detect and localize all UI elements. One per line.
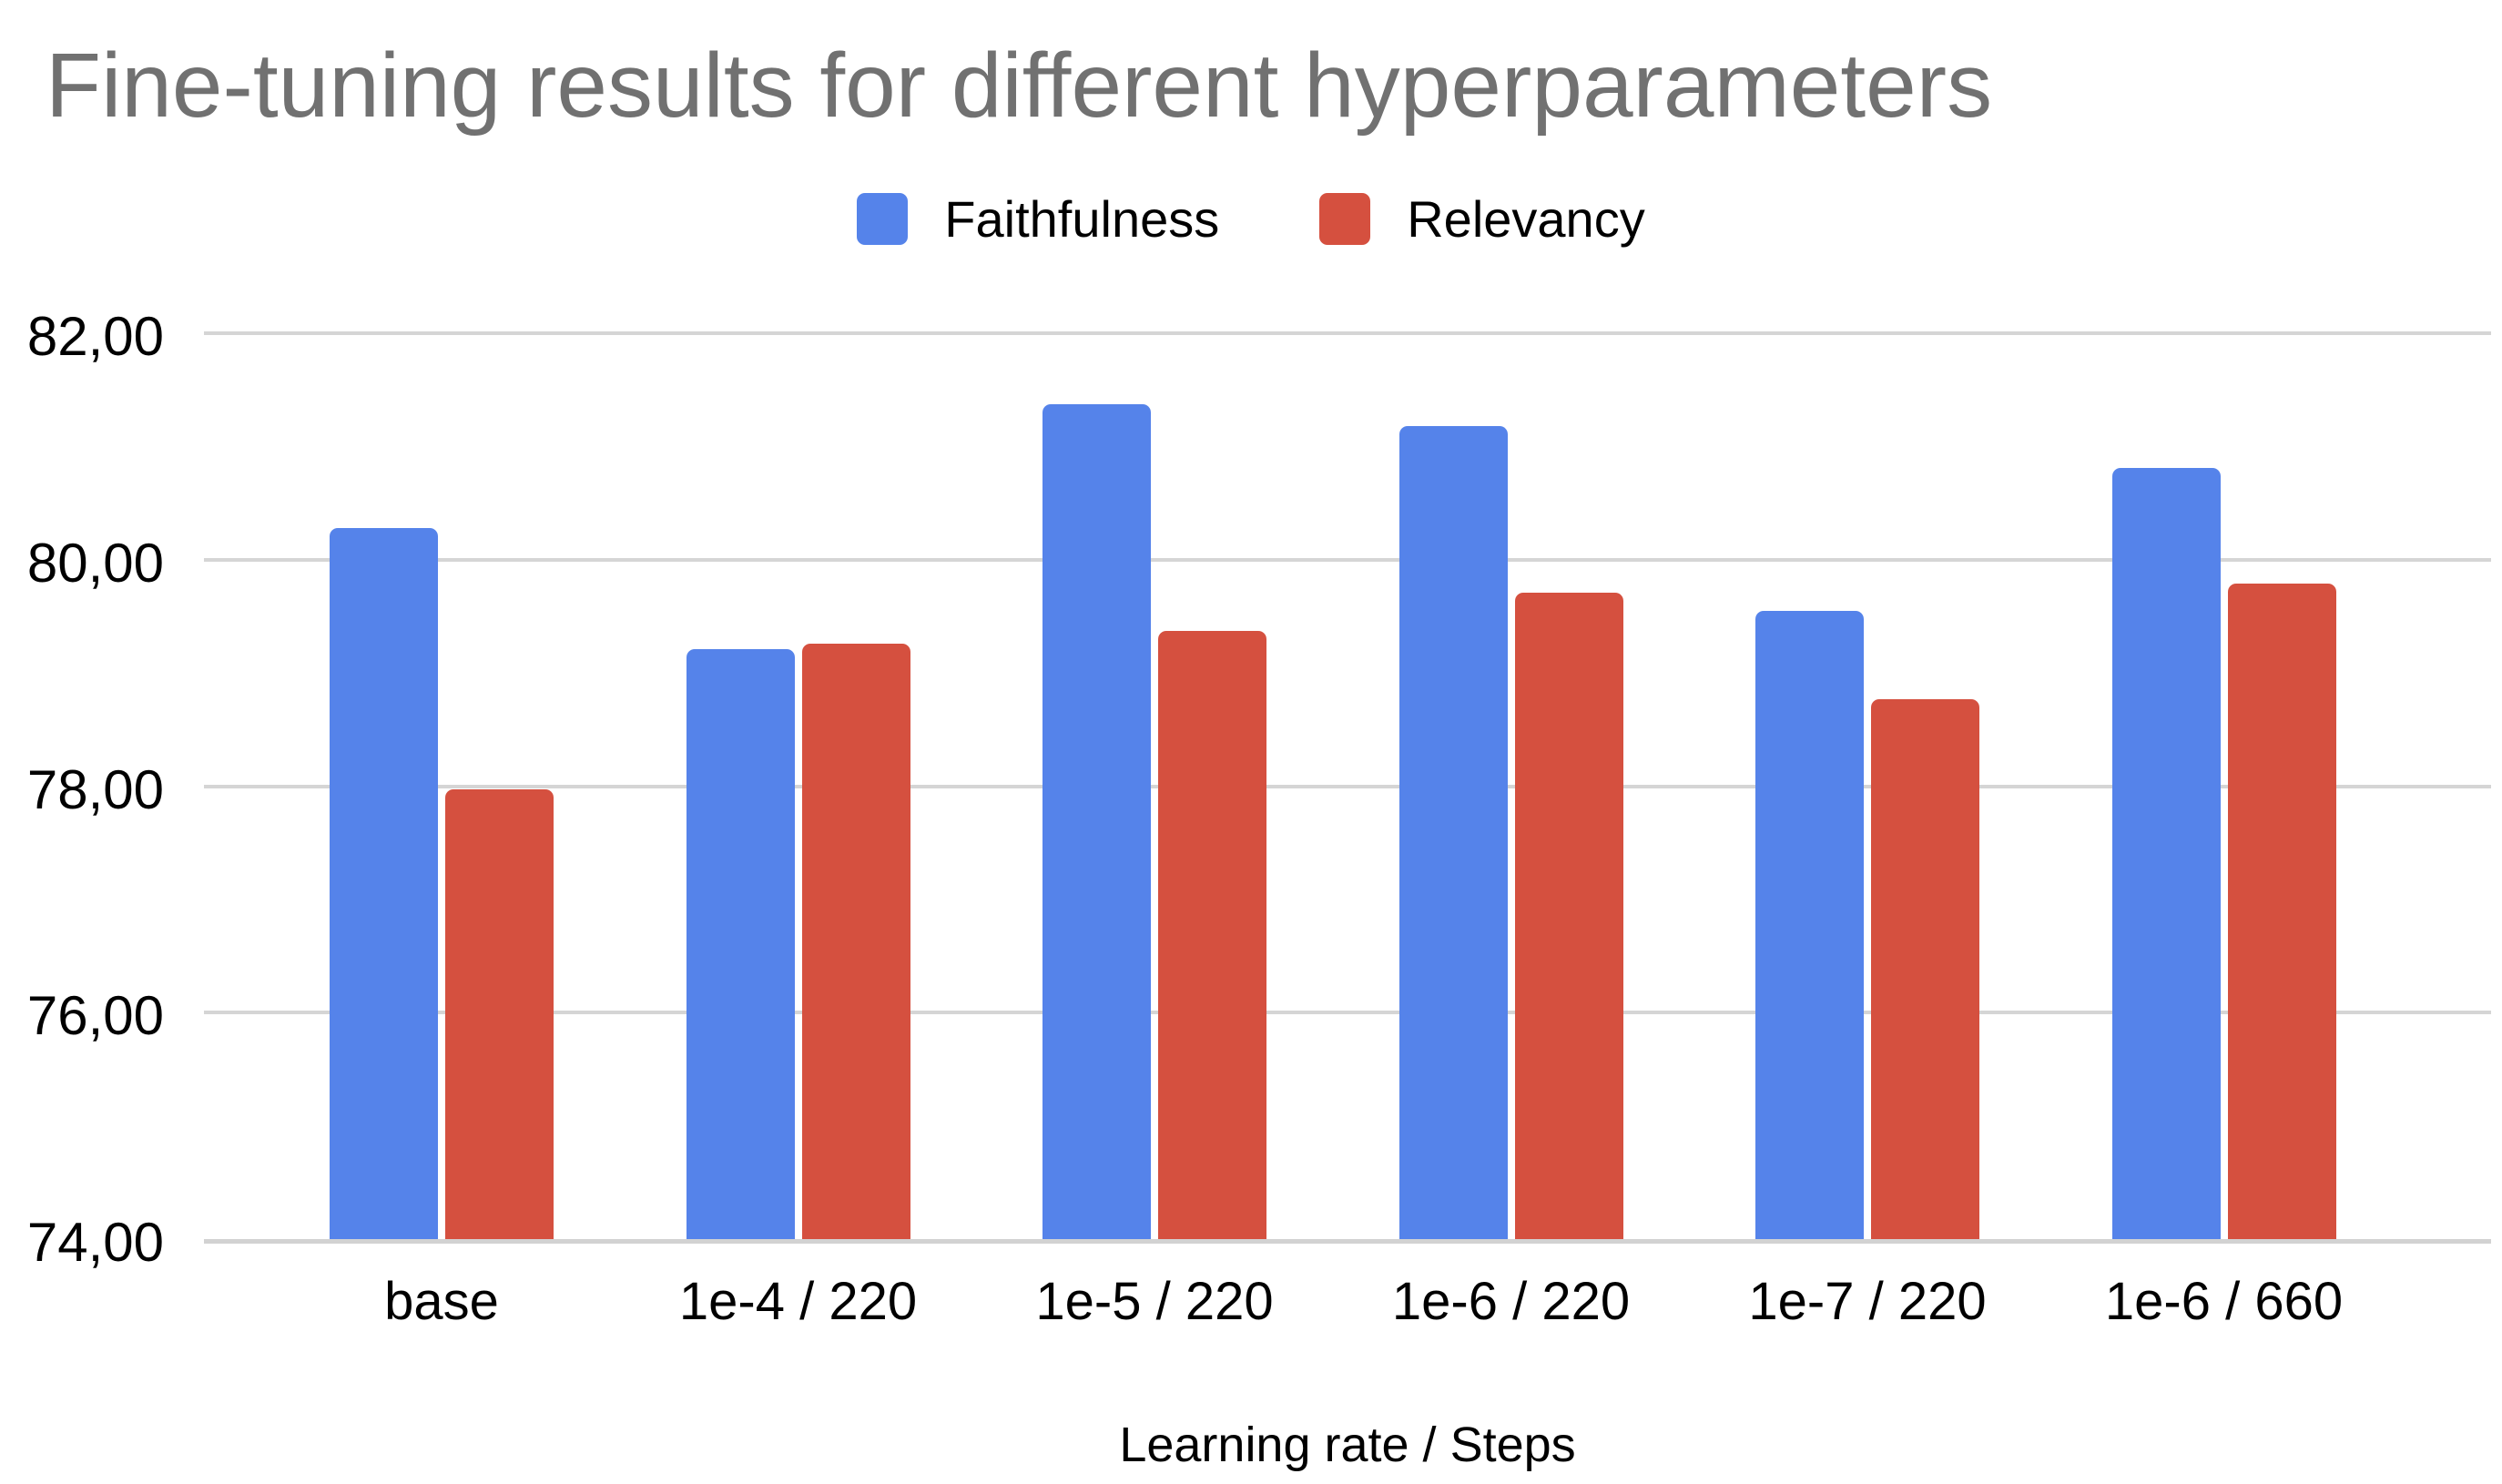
bar-relevancy-1e-7-220	[1871, 698, 1979, 1239]
chart-title: Fine-tuning results for different hyperp…	[46, 35, 1993, 137]
gridline-78	[204, 784, 2491, 788]
y-tick-label-78: 78,00	[26, 758, 164, 820]
chart-legend: Faithfulness Relevancy	[0, 189, 2502, 249]
x-tick-label-1e-6-220: 1e-6 / 220	[1391, 1272, 1631, 1331]
x-axis-baseline	[204, 1239, 2491, 1244]
legend-label-faithfulness: Faithfulness	[944, 190, 1220, 248]
legend-label-relevancy: Relevancy	[1407, 190, 1645, 248]
legend-item-relevancy: Relevancy	[1319, 189, 1645, 249]
bar-faithfulness-1e-4-220	[686, 649, 795, 1239]
bar-relevancy-base	[445, 789, 554, 1239]
legend-item-faithfulness: Faithfulness	[857, 189, 1219, 249]
bar-faithfulness-1e-5-220	[1042, 404, 1151, 1239]
bar-faithfulness-1e-6-660	[2111, 468, 2221, 1239]
legend-swatch-relevancy	[1319, 193, 1371, 245]
x-tick-label-base: base	[384, 1272, 499, 1331]
bar-faithfulness-base	[330, 527, 438, 1239]
gridline-82	[204, 331, 2491, 335]
bar-faithfulness-1e-6-220	[1398, 425, 1508, 1239]
gridline-76	[204, 1011, 2491, 1015]
x-tick-label-1e-6-660: 1e-6 / 660	[2104, 1272, 2344, 1331]
y-tick-label-82: 82,00	[26, 306, 164, 367]
y-tick-label-80: 80,00	[26, 532, 164, 594]
x-tick-label-1e-7-220: 1e-7 / 220	[1748, 1272, 1987, 1331]
y-tick-label-74: 74,00	[26, 1212, 164, 1273]
y-tick-label-76: 76,00	[26, 985, 164, 1047]
gridline-80	[204, 557, 2491, 562]
bar-relevancy-1e-5-220	[1158, 631, 1266, 1239]
x-tick-label-1e-5-220: 1e-5 / 220	[1035, 1272, 1274, 1331]
bar-relevancy-1e-6-660	[2227, 583, 2336, 1239]
legend-swatch-faithfulness	[857, 193, 909, 245]
bar-relevancy-1e-6-220	[1514, 592, 1623, 1239]
x-tick-label-1e-4-220: 1e-4 / 220	[678, 1272, 918, 1331]
bar-faithfulness-1e-7-220	[1755, 610, 1864, 1239]
x-axis-title: Learning rate / Steps	[1119, 1418, 1576, 1472]
bar-relevancy-1e-4-220	[801, 643, 910, 1239]
